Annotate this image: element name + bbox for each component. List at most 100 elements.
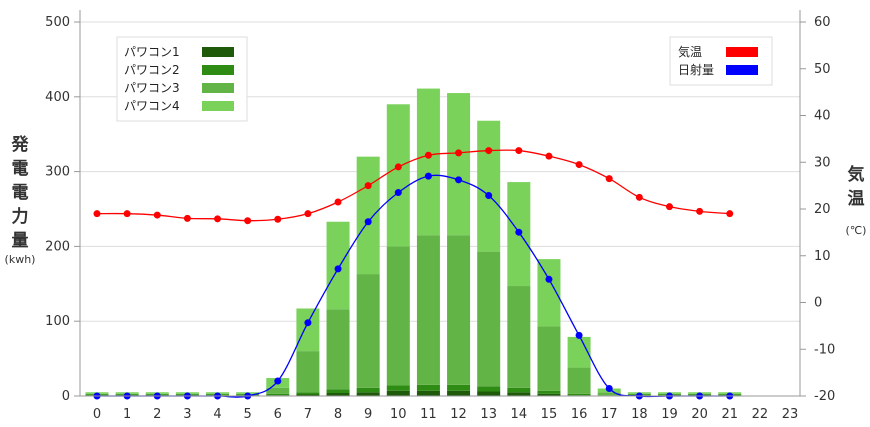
x-tick-label: 18 (631, 407, 648, 422)
bar-segment (416, 88, 440, 236)
series-point (183, 214, 191, 222)
series-point (545, 275, 553, 283)
bar-segment (326, 393, 350, 396)
bar-segment (326, 389, 350, 394)
y2-tick-label: 20 (814, 202, 831, 217)
series-point (575, 161, 583, 169)
legend-right-box (669, 36, 773, 86)
bar-segment (447, 390, 471, 396)
bar-segment (296, 351, 320, 393)
series-point (274, 215, 282, 223)
series-point (334, 265, 342, 273)
bar-segment (537, 393, 561, 396)
bar-segment (416, 390, 440, 396)
bar-segment (356, 274, 380, 388)
bar-segment (386, 246, 410, 386)
bar-segment (507, 392, 531, 396)
series-point (394, 163, 402, 171)
legend-swatch (202, 83, 234, 93)
y2-tick-label: 60 (814, 15, 831, 30)
series-point (123, 210, 131, 218)
bar-segment (296, 392, 320, 395)
series-point (545, 152, 553, 160)
bar-segment (447, 93, 471, 236)
x-tick-label: 23 (782, 407, 799, 422)
legend-item-label: パワコン3 (124, 81, 180, 95)
x-tick-label: 0 (93, 407, 101, 422)
x-tick-label: 3 (183, 407, 191, 422)
x-tick-label: 14 (511, 407, 528, 422)
bar-segment (507, 387, 531, 393)
bar-segment (356, 392, 380, 396)
y-tick-label: 300 (45, 165, 70, 180)
legend-swatch (726, 47, 758, 57)
series-point (304, 210, 312, 218)
legend-item-label: パワコン4 (124, 99, 180, 113)
x-tick-label: 20 (691, 407, 708, 422)
bar-segment (567, 393, 591, 396)
series-point (214, 215, 222, 223)
y-tick-label: 100 (45, 314, 70, 329)
y-tick-label: 500 (45, 15, 70, 30)
y2-tick-label: 50 (814, 62, 831, 77)
series-point (485, 192, 493, 200)
y2-tick-label: 0 (814, 296, 822, 311)
x-tick-label: 10 (390, 407, 407, 422)
y-tick-label: 200 (45, 239, 70, 254)
bar-segment (567, 367, 591, 394)
bar-segment (537, 326, 561, 391)
x-tick-label: 9 (364, 407, 372, 422)
series-point (93, 210, 101, 218)
bar-segment (326, 309, 350, 390)
bar-segment (537, 390, 561, 394)
series-point (153, 211, 161, 219)
series-point (665, 203, 673, 211)
bars (85, 88, 742, 396)
bar-segment (386, 385, 410, 391)
series-point (696, 207, 704, 215)
x-tick-label: 12 (450, 407, 467, 422)
y2-tick-label: 40 (814, 109, 831, 124)
x-tick-label: 11 (420, 407, 437, 422)
bar-segment (507, 286, 531, 388)
y2-axis-title-text: 気温 (847, 164, 865, 209)
legend-swatch (726, 65, 758, 75)
y-tick-label: 0 (62, 389, 70, 404)
y2-axis-title: 気温 (℃) (846, 164, 867, 237)
series-point (515, 147, 523, 155)
x-tick-label: 1 (123, 407, 131, 422)
bar-segment (477, 391, 501, 396)
y-axis-title-text: 発電電力量 (11, 134, 30, 251)
series-point (244, 217, 252, 225)
x-tick-label: 13 (480, 407, 497, 422)
x-tick-label: 21 (721, 407, 738, 422)
x-tick-label: 17 (601, 407, 618, 422)
bar-segment (266, 387, 290, 394)
bar-segment (597, 392, 621, 396)
series-point (455, 149, 463, 157)
y-axis-unit: (kwh) (5, 253, 36, 266)
legend-swatch (202, 65, 234, 75)
x-tick-label: 8 (334, 407, 342, 422)
bar-segment (356, 387, 380, 393)
series-point (304, 319, 312, 327)
bar-segment (386, 390, 410, 396)
x-tick-label: 7 (304, 407, 312, 422)
y2-tick-label: -20 (814, 389, 835, 404)
bar-segment (416, 235, 440, 385)
series-point (394, 189, 402, 197)
legend-swatch (202, 101, 234, 111)
series-point (364, 218, 372, 226)
x-tick-label: 15 (541, 407, 558, 422)
bar-segment (386, 104, 410, 247)
bar-segment (296, 394, 320, 396)
y2-tick-label: 10 (814, 249, 831, 264)
series-point (455, 176, 463, 184)
series-point (485, 147, 493, 155)
bar-segment (416, 384, 440, 391)
bar-segment (356, 156, 380, 275)
series-point (424, 172, 432, 180)
y2-axis-unit: (℃) (846, 224, 867, 237)
bar-segment (296, 308, 320, 352)
